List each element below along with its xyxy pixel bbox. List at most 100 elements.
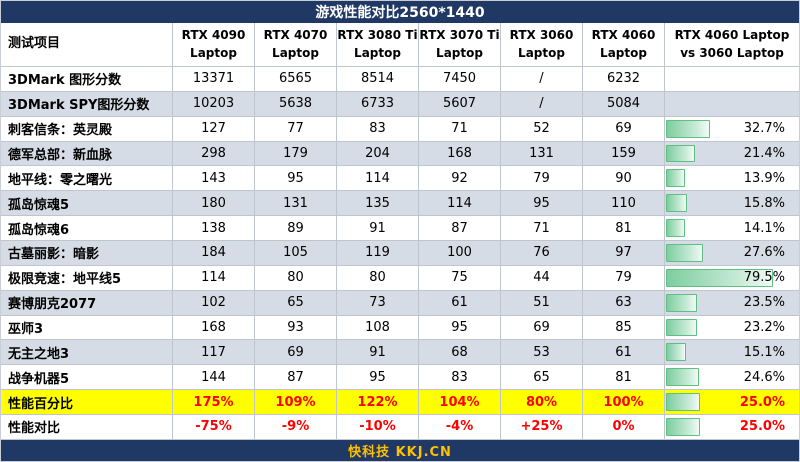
value-cell: 83 [337, 116, 419, 142]
compare-value: 21.4% [743, 146, 785, 161]
value-cell: 97 [583, 241, 665, 266]
value-cell: 80 [337, 265, 419, 291]
value-cell: 95 [501, 191, 583, 217]
compare-value: 13.9% [743, 170, 785, 186]
compare-cell: 15.8% [665, 191, 799, 217]
row-label: 孤岛惊魂6 [1, 216, 173, 242]
row-label: 性能百分比 [1, 390, 173, 416]
row-label: 赛博朋克2077 [1, 290, 173, 316]
value-cell: 180 [173, 191, 255, 217]
value-cell: 117 [173, 340, 255, 366]
comparison-table: 测试项目 RTX 4090 Laptop RTX 4070 Laptop RTX 308… [1, 23, 799, 440]
value-cell: 85 [583, 315, 665, 341]
value-cell: -10% [337, 415, 419, 440]
compare-cell: 27.6% [665, 241, 799, 266]
compare-value: 25.0% [739, 419, 785, 435]
compare-cell: 23.5% [665, 290, 799, 316]
data-bar [666, 268, 773, 287]
row-label: 性能对比 [1, 415, 173, 440]
value-cell: 61 [583, 340, 665, 366]
data-bar [666, 318, 698, 337]
value-cell: 100% [583, 390, 665, 416]
value-cell: 144 [173, 365, 255, 391]
data-bar [666, 194, 688, 213]
compare-cell: 14.1% [665, 216, 799, 242]
value-cell: 114 [173, 265, 255, 291]
compare-cell: 32.7% [665, 116, 799, 142]
value-cell: 69 [255, 340, 337, 366]
compare-cell: 24.6% [665, 365, 799, 391]
value-cell: 89 [255, 216, 337, 242]
value-cell: 100 [419, 241, 501, 266]
table-row: 刺客信条：英灵殿 127 77 83 71 52 69 32.7% [1, 116, 799, 142]
table-row: 巫师3 168 93 108 95 69 85 23.2% [1, 315, 799, 341]
compare-cell [665, 91, 799, 117]
compare-cell: 23.2% [665, 315, 799, 341]
value-cell: 90 [583, 166, 665, 192]
footer-watermark: 快科技 KKJ.CN [348, 445, 452, 460]
compare-value: 23.5% [743, 295, 785, 311]
value-cell: 104% [419, 390, 501, 416]
compare-cell: 15.1% [665, 340, 799, 366]
value-cell: 168 [173, 315, 255, 341]
row-label: 德军总部：新血脉 [1, 141, 173, 167]
footer-bar: 快科技 KKJ.CN [1, 440, 799, 461]
value-cell: 13371 [173, 67, 255, 92]
compare-value: 25.0% [739, 394, 785, 410]
value-cell: 6733 [337, 91, 419, 117]
value-cell: 127 [173, 116, 255, 142]
value-cell: 119 [337, 241, 419, 266]
row-label: 3DMark 图形分数 [1, 67, 173, 92]
value-cell: 80% [501, 390, 583, 416]
value-cell: 179 [255, 141, 337, 167]
data-bar [666, 393, 700, 412]
value-cell: 10203 [173, 91, 255, 117]
value-cell: 81 [583, 216, 665, 242]
value-cell: 44 [501, 265, 583, 291]
data-bar [666, 219, 685, 238]
table-row: 极限竞速：地平线5 114 80 80 75 44 79 79.5% [1, 265, 799, 291]
table-row: 3DMark 图形分数 13371 6565 8514 7450/6232 [1, 67, 799, 92]
row-label: 极限竞速：地平线5 [1, 265, 173, 291]
compare-value: 27.6% [743, 245, 785, 261]
value-cell: 61 [419, 290, 501, 316]
compare-cell: 25.0% [665, 415, 799, 440]
value-cell: 7450 [419, 67, 501, 92]
value-cell: 110 [583, 191, 665, 217]
table-row: 孤岛惊魂5 180 131 135 114 95 110 15.8% [1, 191, 799, 217]
table-row: 孤岛惊魂6 138 89 91 87 71 81 14.1% [1, 216, 799, 242]
compare-value: 14.1% [743, 220, 785, 236]
value-cell: +25% [501, 415, 583, 440]
column-header-7: RTX 4060 Laptop vs 3060 Laptop [665, 23, 799, 67]
value-cell: 77 [255, 116, 337, 142]
compare-cell: 21.4% [665, 141, 799, 167]
value-cell: 5638 [255, 91, 337, 117]
value-cell: 168 [419, 141, 501, 167]
compare-cell [665, 67, 799, 92]
data-bar [666, 418, 700, 436]
value-cell: 75 [419, 265, 501, 291]
table-row: 性能对比 -75% -9% -10% -4% +25% 0% 25.0% [1, 415, 799, 440]
data-bar [666, 169, 685, 188]
column-header-3: RTX 3080 Ti Laptop [337, 23, 419, 67]
value-cell: 0% [583, 415, 665, 440]
value-cell: 79 [583, 265, 665, 291]
data-bar [666, 343, 687, 362]
value-cell: 69 [583, 116, 665, 142]
value-cell: 143 [173, 166, 255, 192]
value-cell: 114 [419, 191, 501, 217]
value-cell: 131 [501, 141, 583, 167]
table-header-row: 测试项目 RTX 4090 Laptop RTX 4070 Laptop RTX 308… [1, 23, 799, 67]
data-bar [666, 368, 699, 387]
value-cell: 91 [337, 340, 419, 366]
compare-value: 32.7% [743, 121, 785, 137]
compare-value: 24.6% [743, 369, 785, 385]
row-label: 孤岛惊魂5 [1, 191, 173, 217]
value-cell: 69 [501, 315, 583, 341]
value-cell: 105 [255, 241, 337, 266]
value-cell: 53 [501, 340, 583, 366]
row-label: 3DMark SPY图形分数 [1, 91, 173, 117]
table-body: 3DMark 图形分数 13371 6565 8514 7450/6232 3DMark … [1, 67, 799, 440]
value-cell: 122% [337, 390, 419, 416]
